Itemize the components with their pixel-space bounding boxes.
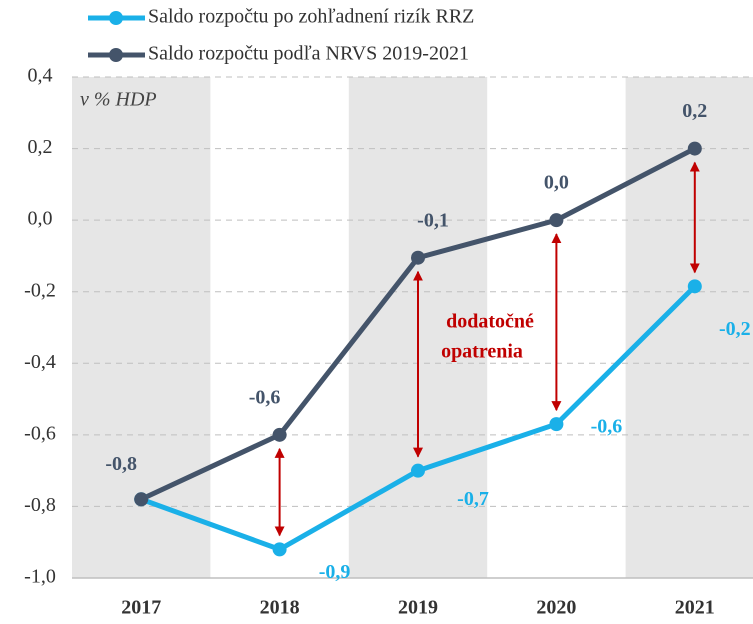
legend-label: Saldo rozpočtu po zohľadnení rizík RRZ (148, 6, 474, 28)
unit-label: v % HDP (80, 89, 157, 111)
data-point (411, 250, 425, 265)
data-point (411, 463, 425, 478)
legend-marker (109, 48, 123, 62)
y-tick-label: -1,0 (24, 566, 56, 588)
data-point (549, 417, 564, 432)
data-point (272, 427, 287, 442)
y-tick-label: -0,8 (24, 494, 56, 516)
data-label: -0,7 (457, 488, 489, 510)
data-label: -0,6 (591, 416, 623, 438)
legend-marker (109, 11, 123, 25)
data-point (549, 213, 564, 228)
data-label: 0,0 (544, 172, 569, 194)
data-point (687, 141, 702, 156)
y-tick-label: -0,2 (24, 279, 56, 301)
data-label: -0,1 (417, 209, 449, 231)
background-band (625, 77, 753, 578)
y-tick-label: -0,6 (24, 422, 56, 444)
data-point (134, 492, 149, 507)
x-tick-label: 2020 (536, 597, 576, 619)
data-label: -0,2 (719, 318, 751, 340)
data-label: 0,2 (682, 100, 707, 122)
x-tick-label: 2018 (260, 597, 300, 619)
y-tick-label: -0,4 (24, 351, 56, 373)
data-label: -0,8 (105, 453, 137, 475)
y-tick-label: 0,0 (28, 208, 53, 230)
y-tick-label: 0,4 (28, 65, 53, 87)
x-tick-label: 2019 (398, 597, 438, 619)
data-label: -0,9 (319, 561, 351, 583)
x-tick-label: 2017 (121, 597, 161, 619)
y-tick-label: 0,2 (28, 136, 53, 158)
annotation: opatrenia (441, 341, 523, 363)
data-label: -0,6 (249, 386, 281, 408)
data-point (272, 542, 287, 557)
legend-label: Saldo rozpočtu podľa NRVS 2019-2021 (148, 43, 469, 65)
data-point (687, 279, 702, 294)
annotation: dodatočné (446, 311, 534, 333)
x-tick-label: 2021 (675, 597, 715, 619)
